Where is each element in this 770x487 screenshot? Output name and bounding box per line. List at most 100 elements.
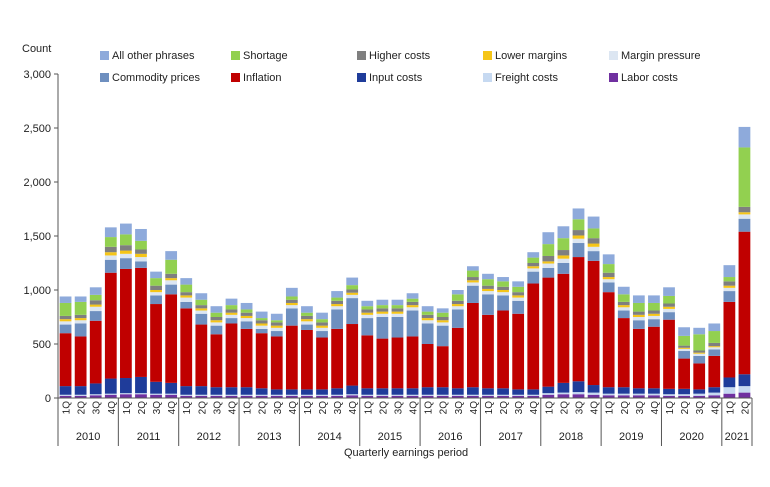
x-tick-label: 4Q — [348, 401, 359, 415]
bar-segment-all-other-phrases — [255, 311, 268, 319]
bar-segment-input-costs — [59, 386, 72, 395]
x-tick-label: 1Q — [605, 401, 616, 415]
bar-segment-lower-margins — [482, 288, 494, 292]
bar-segment-labor-costs — [376, 395, 389, 398]
bar-segment-all-other-phrases — [617, 286, 630, 295]
bar-segment-input-costs — [663, 388, 675, 395]
bar-segment-commodity-prices — [165, 284, 178, 295]
bar-segment-higher-costs — [316, 322, 328, 326]
bar-segment-shortage — [195, 299, 208, 306]
bar-segment-freight-costs — [663, 394, 675, 396]
bar-segment-commodity-prices — [467, 285, 479, 303]
bar-segment-commodity-prices — [301, 324, 313, 330]
bar-segment-commodity-prices — [316, 331, 328, 338]
bar-segment-all-other-phrases — [632, 295, 645, 303]
bar-segment-all-other-phrases — [391, 299, 404, 306]
x-tick-label: 2Q — [740, 401, 751, 415]
bar-segment-shortage — [150, 278, 162, 286]
bar-segment-freight-costs — [120, 393, 132, 395]
bar-segment-commodity-prices — [89, 311, 102, 321]
bar-segment-freight-costs — [436, 394, 449, 396]
bar-segment-commodity-prices — [451, 309, 464, 328]
bar-segment-labor-costs — [195, 395, 208, 398]
bar-segment-freight-costs — [225, 394, 238, 396]
bar-segment-lower-margins — [135, 253, 147, 258]
bar-segment-lower-margins — [150, 290, 162, 293]
bar-segment-labor-costs — [240, 395, 253, 398]
bar-segment-margin-pressure — [693, 353, 706, 356]
bar-segment-freight-costs — [557, 392, 570, 395]
bar-segment-labor-costs — [678, 395, 690, 398]
bar-segment-input-costs — [180, 386, 193, 395]
bar-segment-margin-pressure — [406, 307, 419, 311]
bar-segment-labor-costs — [316, 395, 328, 398]
bar-segment-all-other-phrases — [285, 287, 298, 297]
bar-segment-higher-costs — [225, 309, 238, 313]
bar-segment-input-costs — [678, 388, 690, 395]
bar-segment-commodity-prices — [391, 317, 404, 338]
bar-segment-labor-costs — [421, 395, 434, 398]
legend-label: Freight costs — [495, 72, 558, 84]
bar-segment-margin-pressure — [467, 282, 479, 286]
bar-segment-lower-margins — [180, 295, 193, 298]
bar-segment-labor-costs — [346, 395, 359, 398]
bar-segment-margin-pressure — [210, 322, 223, 326]
bar-segment-input-costs — [135, 376, 147, 394]
legend-label: Input costs — [369, 72, 423, 84]
bar-segment-shortage — [301, 312, 313, 316]
bar-segment-higher-costs — [346, 289, 359, 293]
bar-segment-margin-pressure — [240, 318, 253, 322]
bar-segment-inflation — [648, 326, 660, 389]
legend: All other phrases Shortage Higher costs Low… — [100, 50, 700, 84]
bar-segment-inflation — [240, 328, 253, 388]
x-tick-label: 3Q — [333, 401, 344, 415]
legend-label: Higher costs — [369, 50, 431, 62]
bar-segment-margin-pressure — [225, 314, 238, 319]
bar-segment-inflation — [361, 335, 374, 389]
x-tick-label: 3Q — [273, 401, 284, 415]
bar-segment-margin-pressure — [557, 258, 570, 263]
bar-segment-shortage — [572, 219, 585, 231]
bar-segment-freight-costs — [346, 394, 359, 396]
bar-segment-freight-costs — [195, 394, 208, 396]
x-tick-label: 1Q — [424, 401, 435, 415]
x-tick-label: 3Q — [695, 401, 706, 415]
bar-segment-higher-costs — [74, 314, 87, 319]
bar-segment-labor-costs — [693, 395, 706, 398]
x-tick-label: 2Q — [318, 401, 329, 415]
bar-segment-labor-costs — [557, 394, 570, 398]
bar-segment-lower-margins — [225, 312, 238, 315]
bar-segment-all-other-phrases — [180, 278, 193, 285]
bar-segment-lower-margins — [59, 319, 72, 322]
bar-segment-commodity-prices — [663, 312, 675, 320]
bar-segment-margin-pressure — [587, 246, 600, 252]
x-tick-label: 1Q — [62, 401, 73, 415]
bar-segment-margin-pressure — [542, 263, 555, 268]
bars — [59, 126, 751, 398]
x-tick-label: 4Q — [469, 401, 480, 415]
bar-segment-input-costs — [738, 374, 751, 387]
bar-segment-inflation — [89, 320, 102, 384]
bar-segment-input-costs — [451, 388, 464, 395]
x-axis-title: Quarterly earnings period — [344, 447, 468, 459]
bar-segment-freight-costs — [632, 393, 645, 396]
bar-segment-margin-pressure — [120, 253, 132, 259]
bar-segment-input-costs — [632, 388, 645, 394]
bar-segment-higher-costs — [180, 292, 193, 296]
bar-segment-labor-costs — [391, 395, 404, 398]
bar-segment-higher-costs — [376, 308, 389, 312]
bar-segment-higher-costs — [557, 250, 570, 256]
bar-segment-margin-pressure — [451, 306, 464, 310]
x-tick-label: 3Q — [393, 401, 404, 415]
bar-segment-all-other-phrases — [467, 266, 479, 271]
bar-segment-inflation — [285, 325, 298, 390]
bar-segment-freight-costs — [89, 394, 102, 396]
bar-segment-all-other-phrases — [738, 126, 751, 148]
bar-segment-margin-pressure — [436, 322, 449, 326]
x-axis: 1Q 2Q 3Q 4Q 1Q 2Q 3Q 4Q 1Q 2Q 3Q 4Q 1Q 2Q 3Q 4Q 1Q 2Q 3Q 4Q… — [57, 397, 753, 446]
bar-segment-lower-margins — [467, 280, 479, 283]
bar-segment-margin-pressure — [135, 257, 147, 262]
bar-segment-labor-costs — [255, 395, 268, 398]
bar-segment-margin-pressure — [723, 287, 736, 292]
bar-segment-freight-costs — [150, 393, 162, 395]
